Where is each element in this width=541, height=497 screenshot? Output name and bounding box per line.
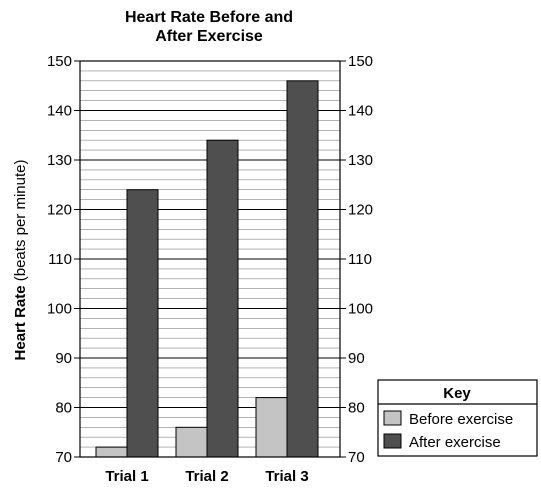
left-tick-label: 120 xyxy=(47,202,72,219)
left-tick-label: 150 xyxy=(47,53,72,70)
bar-before-trial-3 xyxy=(255,397,288,458)
legend-swatch-before xyxy=(383,410,402,426)
legend-title: Key xyxy=(443,385,471,402)
category-labels: Trial 1 Trial 2 Trial 3 xyxy=(105,468,308,485)
right-tick-label: 120 xyxy=(348,202,373,219)
category-label-trial-2: Trial 2 xyxy=(185,468,228,485)
legend-label-after: After exercise xyxy=(409,434,501,451)
bar-before-trial-1 xyxy=(95,446,128,458)
right-tick-label: 90 xyxy=(348,350,365,367)
left-tick-label: 90 xyxy=(55,350,72,367)
left-tick-label: 70 xyxy=(55,449,72,466)
y-axis-label-rest: (beats per minute) xyxy=(12,160,29,286)
right-tick-label: 140 xyxy=(348,103,373,120)
bars xyxy=(95,80,319,458)
right-axis-ticks: 70 80 90 100 110 120 130 140 150 xyxy=(340,53,373,466)
chart-title-line-1: Heart Rate Before and xyxy=(125,9,293,26)
bar-after-trial-1 xyxy=(126,189,159,458)
bar-after-trial-2 xyxy=(206,139,239,458)
left-tick-label: 130 xyxy=(47,152,72,169)
left-tick-label: 100 xyxy=(47,301,72,318)
chart-title-line-2: After Exercise xyxy=(155,28,263,45)
left-tick-label: 140 xyxy=(47,103,72,120)
y-axis-label: Heart Rate (beats per minute) xyxy=(12,160,29,361)
right-tick-label: 70 xyxy=(348,449,365,466)
legend: Key Before exercise After exercise xyxy=(377,379,538,457)
right-tick-label: 130 xyxy=(348,152,373,169)
bar-before-trial-2 xyxy=(175,426,208,458)
y-axis-label-bold: Heart Rate xyxy=(12,285,29,360)
left-axis-ticks: 70 80 90 100 110 120 130 140 150 xyxy=(47,53,80,466)
right-tick-label: 80 xyxy=(348,400,365,417)
legend-box xyxy=(377,379,538,457)
right-tick-label: 110 xyxy=(348,251,372,268)
category-label-trial-3: Trial 3 xyxy=(265,468,308,485)
bar-after-trial-3 xyxy=(286,80,319,458)
left-tick-label: 110 xyxy=(48,251,72,268)
right-tick-label: 150 xyxy=(348,53,373,70)
legend-label-before: Before exercise xyxy=(409,411,513,428)
right-tick-label: 100 xyxy=(348,301,373,318)
legend-swatch-after xyxy=(383,433,402,449)
left-tick-label: 80 xyxy=(55,400,72,417)
category-label-trial-1: Trial 1 xyxy=(105,468,148,485)
